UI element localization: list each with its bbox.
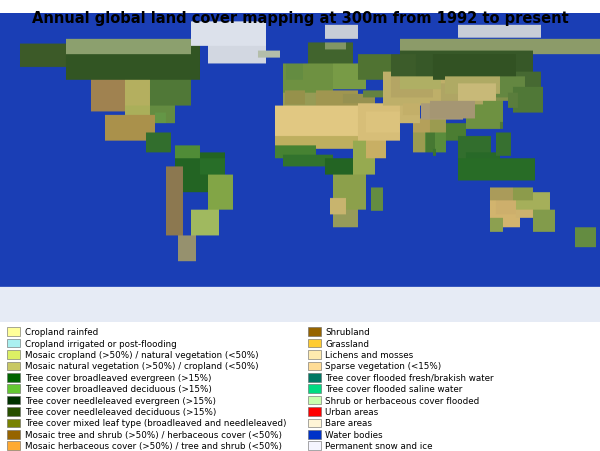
Text: Lichens and mosses: Lichens and mosses bbox=[325, 350, 413, 359]
Bar bbox=[308, 442, 321, 450]
Text: Permanent snow and ice: Permanent snow and ice bbox=[325, 441, 433, 450]
Bar bbox=[7, 362, 20, 370]
Bar bbox=[7, 442, 20, 450]
Bar bbox=[308, 362, 321, 370]
Text: Mosaic herbaceous cover (>50%) / tree and shrub (<50%): Mosaic herbaceous cover (>50%) / tree an… bbox=[25, 441, 281, 450]
Text: Tree cover mixed leaf type (broadleaved and needleleaved): Tree cover mixed leaf type (broadleaved … bbox=[25, 419, 286, 428]
Bar bbox=[308, 328, 321, 336]
Bar bbox=[308, 373, 321, 382]
Bar bbox=[308, 339, 321, 348]
Bar bbox=[7, 419, 20, 427]
Text: Tree cover needleleaved deciduous (>15%): Tree cover needleleaved deciduous (>15%) bbox=[25, 407, 216, 416]
Text: Sparse vegetation (<15%): Sparse vegetation (<15%) bbox=[325, 362, 442, 371]
Text: Mosaic tree and shrub (>50%) / herbaceous cover (<50%): Mosaic tree and shrub (>50%) / herbaceou… bbox=[25, 430, 281, 439]
Text: Grassland: Grassland bbox=[325, 339, 369, 348]
Bar bbox=[7, 430, 20, 439]
Bar bbox=[308, 419, 321, 427]
Text: Mosaic natural vegetation (>50%) / cropland (<50%): Mosaic natural vegetation (>50%) / cropl… bbox=[25, 362, 258, 371]
Bar bbox=[7, 339, 20, 348]
Bar bbox=[308, 407, 321, 416]
Bar bbox=[7, 396, 20, 405]
Bar bbox=[7, 407, 20, 416]
Text: Shrubland: Shrubland bbox=[325, 327, 370, 336]
Text: Shrub or herbaceous cover flooded: Shrub or herbaceous cover flooded bbox=[325, 396, 479, 405]
Text: Tree cover flooded saline water: Tree cover flooded saline water bbox=[325, 384, 463, 393]
Text: Urban areas: Urban areas bbox=[325, 407, 379, 416]
Bar bbox=[7, 373, 20, 382]
Text: Cropland rainfed: Cropland rainfed bbox=[25, 327, 98, 336]
Text: Tree cover broadleaved deciduous (>15%): Tree cover broadleaved deciduous (>15%) bbox=[25, 384, 211, 393]
Text: Annual global land cover mapping at 300m from 1992 to present: Annual global land cover mapping at 300m… bbox=[32, 11, 568, 26]
Bar bbox=[7, 385, 20, 393]
Bar bbox=[308, 385, 321, 393]
Text: Mosaic cropland (>50%) / natural vegetation (<50%): Mosaic cropland (>50%) / natural vegetat… bbox=[25, 350, 258, 359]
Text: Water bodies: Water bodies bbox=[325, 430, 383, 439]
Bar bbox=[7, 328, 20, 336]
Bar bbox=[7, 350, 20, 359]
Text: Tree cover broadleaved evergreen (>15%): Tree cover broadleaved evergreen (>15%) bbox=[25, 373, 211, 382]
Bar bbox=[308, 396, 321, 405]
Text: Cropland irrigated or post-flooding: Cropland irrigated or post-flooding bbox=[25, 339, 176, 348]
Text: Tree cover needleleaved evergreen (>15%): Tree cover needleleaved evergreen (>15%) bbox=[25, 396, 215, 405]
Bar bbox=[308, 350, 321, 359]
Text: Tree cover flooded fresh/brakish water: Tree cover flooded fresh/brakish water bbox=[325, 373, 494, 382]
Text: Bare areas: Bare areas bbox=[325, 419, 372, 428]
Bar bbox=[308, 430, 321, 439]
